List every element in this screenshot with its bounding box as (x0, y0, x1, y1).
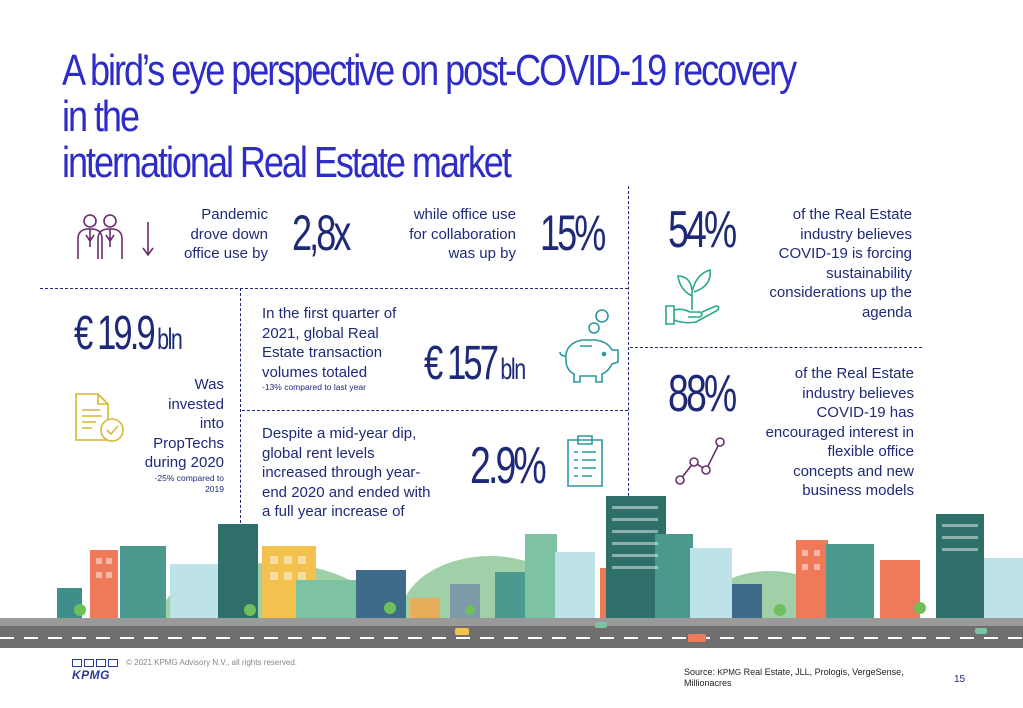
collaboration-value: 15% (540, 205, 606, 261)
line-chart-icon (672, 432, 730, 488)
flexible-line-2: industry believes (802, 384, 914, 402)
proptech-value: € 19.9 bln (74, 307, 183, 366)
page-number: 15 (954, 674, 966, 685)
rent-line-1: Despite a mid-year dip, (262, 425, 417, 442)
title-line-2: international Real Estate market (62, 138, 512, 187)
proptech-note-2: 2019 (205, 483, 224, 494)
rent-value: 2.9% (470, 437, 547, 495)
proptech-line-4: PropTechs (153, 434, 224, 452)
office-use-value: 2,8x (292, 205, 351, 261)
divider-h-right (630, 347, 922, 348)
sustainability-line-1: of the Real Estate (792, 206, 912, 223)
plant-hand-icon (662, 262, 724, 328)
copyright: © 2021 KPMG Advisory N.V., all rights re… (126, 658, 298, 667)
collaboration-line-1: while office use (413, 206, 516, 223)
transactions-line-4: volumes totaled (262, 363, 368, 381)
collaboration-line-3: was up by (448, 245, 516, 262)
piggy-bank-icon (556, 306, 622, 386)
divider-v-mid (240, 288, 241, 523)
source-line-1: Real Estate, JLL, Prologis, VergeSense, (741, 667, 904, 677)
people-icon (72, 211, 128, 261)
transactions-unit: bln (500, 353, 526, 386)
kpmg-logo-boxes (72, 659, 118, 667)
proptech-line-5: during 2020 (144, 454, 224, 471)
office-use-line-2: drove down (190, 225, 268, 243)
source-note: Source: KPMG Real Estate, JLL, Prologis,… (684, 667, 904, 689)
city-skyline (0, 488, 1023, 648)
kpmg-logo: KPMG (72, 659, 118, 682)
flexible-line-3: COVID-19 has (816, 404, 914, 421)
rent-line-4: end 2020 and ended with (262, 483, 431, 501)
sustainability-value: 54% (668, 201, 737, 259)
divider-v-right (628, 186, 629, 516)
proptech-note-1: -25% compared to (154, 472, 224, 483)
collaboration-line-2: for collaboration (409, 225, 516, 243)
divider-h-mid (242, 410, 628, 411)
proptech-line-1: Was (194, 376, 224, 393)
proptech-amount: € 19.9 (74, 307, 156, 360)
flexible-line-4: encouraged interest in (765, 423, 914, 441)
kpmg-logo-text: KPMG (72, 668, 110, 682)
transactions-line-2: 2021, global Real (262, 324, 379, 342)
proptech-unit: bln (157, 323, 183, 356)
clipboard-icon (562, 432, 608, 488)
transactions-line-1: In the first quarter of (262, 305, 397, 322)
flexible-line-1: of the Real Estate (794, 365, 914, 382)
collaboration-text: while office use for collaboration was u… (380, 205, 516, 264)
flexible-line-7: business models (802, 482, 914, 499)
proptech-text: Was invested into PropTechs during 2020 … (120, 375, 224, 495)
flexible-text: of the Real Estate industry believes COV… (720, 364, 914, 501)
transactions-text: In the first quarter of 2021, global Rea… (262, 304, 432, 393)
transactions-amount: € 157 (424, 337, 499, 390)
sustainability-line-6: agenda (861, 303, 912, 321)
divider-h-left (40, 288, 628, 289)
office-use-line-3: office use by (184, 245, 268, 262)
source-line-2: Millionacres (684, 678, 732, 688)
office-use-line-1: Pandemic (201, 206, 268, 223)
proptech-line-3: into (199, 415, 224, 432)
rent-line-2: global rent levels (262, 444, 375, 462)
rent-line-5: a full year increase of (262, 503, 405, 520)
flexible-value: 88% (668, 365, 737, 423)
page-title: A bird’s eye perspective on post-COVID-1… (62, 48, 800, 186)
rent-text: Despite a mid-year dip, global rent leve… (262, 424, 462, 522)
sustainability-line-3: COVID-19 is forcing (778, 245, 912, 262)
sustainability-line-5: considerations up the (769, 284, 912, 301)
transactions-line-3: Estate transaction (262, 344, 383, 361)
flexible-line-5: flexible office (827, 443, 914, 460)
document-check-icon (72, 392, 130, 444)
source-brand: KPMG (717, 668, 742, 677)
transactions-value: € 157 bln (424, 337, 526, 396)
sustainability-line-4: sustainability (826, 264, 912, 282)
source-prefix: Source: (684, 667, 718, 677)
sustainability-line-2: industry believes (800, 225, 912, 243)
title-line-1: A bird’s eye perspective on post-COVID-1… (62, 46, 797, 141)
transactions-note: -13% compared to last year (262, 382, 366, 392)
rent-line-3: increased through year- (262, 464, 421, 481)
sustainability-text: of the Real Estate industry believes COV… (730, 205, 912, 322)
flexible-line-6: concepts and new (793, 462, 914, 480)
down-arrow-icon (142, 220, 154, 258)
proptech-line-2: invested (168, 395, 224, 413)
office-use-text: Pandemic drove down office use by (150, 205, 268, 264)
